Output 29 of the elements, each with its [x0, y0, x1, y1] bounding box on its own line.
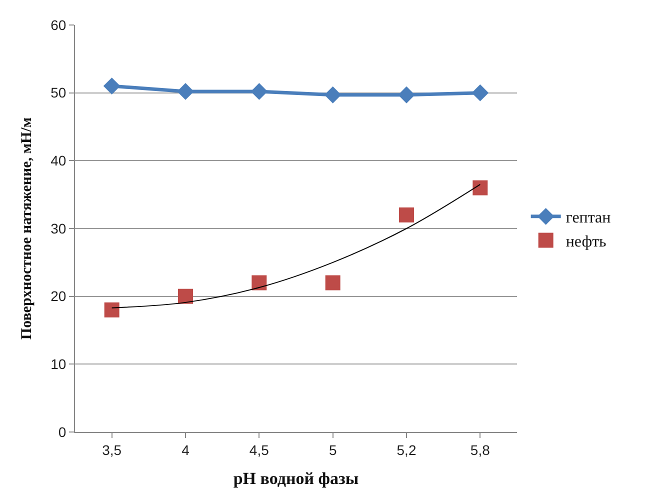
y-tick-label: 60 [50, 16, 66, 33]
point [399, 207, 414, 222]
y-tick-label: 30 [50, 220, 66, 236]
x-tick-label: 4,5 [249, 442, 270, 458]
point [325, 275, 340, 290]
point [178, 288, 193, 304]
x-tick-label: 5 [328, 442, 337, 458]
x-tick-label: 3,5 [102, 442, 122, 458]
point [103, 78, 120, 94]
x-tick-label: 4 [182, 442, 190, 458]
y-axis-title: Поверхностное натяжение, мН/м [18, 117, 35, 340]
y-tick-label: 50 [50, 84, 66, 101]
point [398, 86, 415, 104]
y-tick-label: 0 [58, 424, 66, 440]
point [472, 84, 489, 102]
y-tick-label: 10 [50, 356, 66, 372]
legend-label: нефть [566, 233, 606, 250]
point [104, 302, 120, 318]
x-tick-label: 5,2 [396, 442, 416, 458]
y-tick-label: 20 [50, 288, 66, 304]
legend-label: гептан [566, 210, 612, 227]
point [324, 86, 342, 104]
x-axis-title: pH водной фазы [233, 469, 359, 488]
x-tick-label: 5,8 [470, 442, 490, 458]
point [252, 275, 267, 290]
point [472, 180, 488, 196]
point [177, 83, 194, 100]
y-tick-label: 40 [50, 152, 66, 169]
point [250, 83, 268, 100]
